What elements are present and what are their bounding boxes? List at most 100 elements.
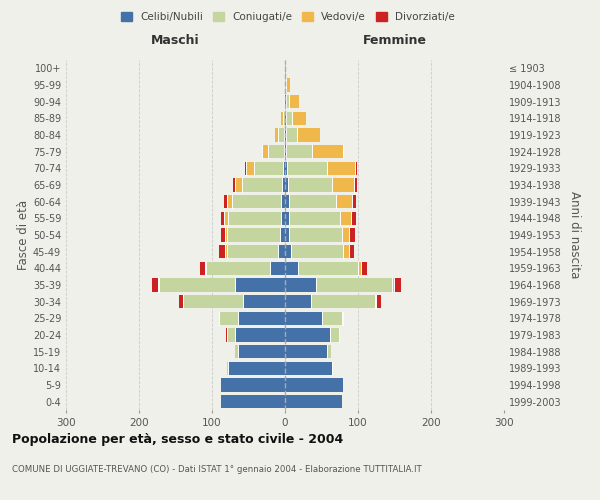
Bar — [218, 312, 220, 325]
Bar — [226, 328, 227, 342]
Bar — [394, 278, 401, 291]
Bar — [183, 295, 242, 308]
Bar — [285, 262, 298, 275]
Bar — [343, 312, 344, 325]
Bar — [228, 362, 285, 375]
Bar — [238, 312, 285, 325]
Bar — [311, 295, 375, 308]
Bar — [285, 278, 316, 291]
Bar — [312, 145, 343, 158]
Bar — [284, 145, 285, 158]
Bar — [278, 128, 284, 141]
Text: Maschi: Maschi — [151, 34, 200, 46]
Bar — [285, 228, 289, 241]
Bar — [205, 262, 206, 275]
Bar — [285, 345, 328, 358]
Bar — [298, 262, 358, 275]
Bar — [285, 128, 286, 141]
Bar — [286, 78, 290, 92]
Bar — [200, 262, 205, 275]
Bar — [291, 245, 343, 258]
Bar — [332, 178, 353, 192]
Bar — [358, 262, 361, 275]
Legend: Celibi/Nubili, Coniugati/e, Vedovi/e, Divorziati/e: Celibi/Nubili, Coniugati/e, Vedovi/e, Di… — [117, 8, 459, 26]
Text: Popolazione per età, sesso e stato civile - 2004: Popolazione per età, sesso e stato civil… — [12, 432, 343, 446]
Bar — [235, 178, 242, 192]
Bar — [285, 328, 330, 342]
Bar — [220, 312, 238, 325]
Text: COMUNE DI UGGIATE-TREVANO (CO) - Dati ISTAT 1° gennaio 2004 - Elaborazione TUTTI: COMUNE DI UGGIATE-TREVANO (CO) - Dati IS… — [12, 465, 422, 474]
Y-axis label: Fasce di età: Fasce di età — [17, 200, 30, 270]
Bar — [224, 212, 228, 225]
Bar — [285, 95, 286, 108]
Bar — [353, 178, 356, 192]
Bar — [285, 162, 287, 175]
Bar — [227, 362, 228, 375]
Bar — [232, 195, 281, 208]
Bar — [281, 112, 283, 125]
Y-axis label: Anni di nascita: Anni di nascita — [568, 192, 581, 278]
Bar — [282, 178, 285, 192]
Bar — [343, 245, 349, 258]
Bar — [376, 295, 380, 308]
Bar — [235, 278, 285, 291]
Bar — [221, 395, 285, 408]
Bar — [355, 162, 357, 175]
Bar — [275, 128, 278, 141]
Bar — [206, 262, 271, 275]
Bar — [285, 378, 343, 392]
Bar — [296, 128, 320, 141]
Bar — [285, 62, 286, 75]
Bar — [285, 295, 311, 308]
Bar — [336, 195, 352, 208]
Bar — [284, 95, 285, 108]
Bar — [285, 178, 288, 192]
Bar — [221, 212, 224, 225]
Bar — [285, 212, 289, 225]
Text: Femmine: Femmine — [362, 34, 427, 46]
Bar — [322, 312, 342, 325]
Bar — [152, 278, 158, 291]
Bar — [285, 195, 289, 208]
Bar — [285, 312, 322, 325]
Bar — [225, 245, 227, 258]
Bar — [278, 245, 285, 258]
Bar — [228, 212, 281, 225]
Bar — [332, 362, 333, 375]
Bar — [285, 395, 342, 408]
Bar — [340, 212, 352, 225]
Bar — [289, 228, 342, 241]
Bar — [242, 178, 282, 192]
Bar — [284, 128, 285, 141]
Bar — [283, 162, 285, 175]
Bar — [227, 228, 280, 241]
Bar — [220, 245, 225, 258]
Bar — [262, 145, 268, 158]
Bar — [285, 245, 291, 258]
Bar — [245, 162, 247, 175]
Bar — [286, 128, 296, 141]
Bar — [225, 228, 227, 241]
Bar — [179, 295, 183, 308]
Bar — [281, 195, 285, 208]
Bar — [292, 112, 306, 125]
Bar — [288, 178, 332, 192]
Bar — [352, 195, 356, 208]
Bar — [227, 195, 232, 208]
Bar — [287, 162, 328, 175]
Bar — [285, 362, 332, 375]
Bar — [286, 95, 289, 108]
Bar — [330, 328, 339, 342]
Bar — [233, 178, 235, 192]
Bar — [221, 228, 225, 241]
Bar — [281, 212, 285, 225]
Bar — [361, 262, 367, 275]
Bar — [375, 295, 376, 308]
Bar — [235, 328, 285, 342]
Bar — [286, 112, 292, 125]
Bar — [224, 195, 227, 208]
Bar — [235, 345, 238, 358]
Bar — [285, 112, 286, 125]
Bar — [268, 145, 284, 158]
Bar — [280, 228, 285, 241]
